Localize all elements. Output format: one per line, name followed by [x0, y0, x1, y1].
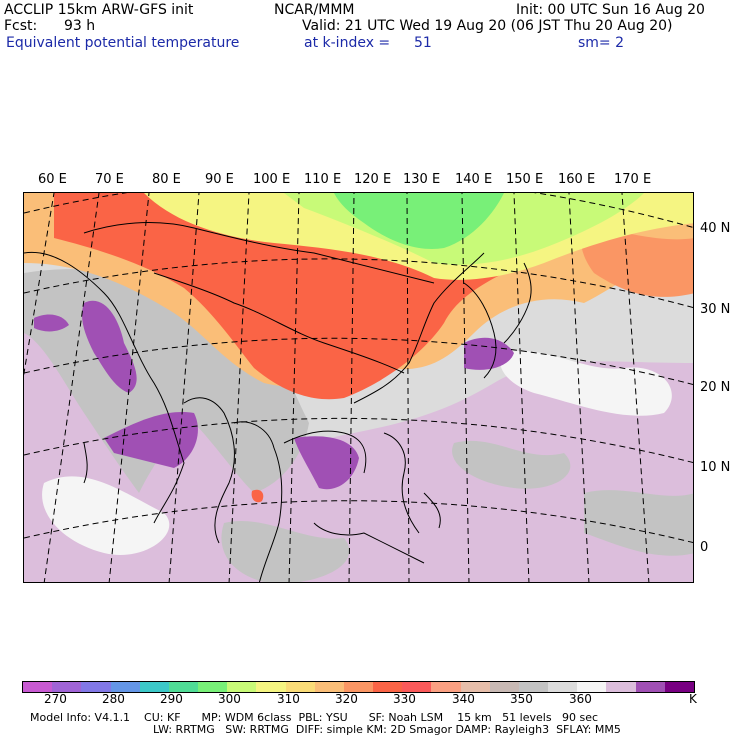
lon-label: 170 E — [614, 172, 652, 187]
forecast-label: Fcst: — [4, 18, 38, 34]
red-dot-cambodia — [251, 489, 264, 503]
colorbar-unit: K — [689, 692, 697, 706]
level-value: 51 — [414, 35, 432, 51]
lon-label: 60 E — [38, 172, 67, 187]
colorbar-swatch — [548, 682, 578, 692]
model-info-line1: Model Info: V4.1.1 CU: KF MP: WDM 6class… — [30, 711, 599, 724]
colorbar-tick: 340 — [452, 692, 475, 706]
lon-label: 130 E — [403, 172, 441, 187]
valid-time: Valid: 21 UTC Wed 19 Aug 20 (06 JST Thu … — [302, 18, 673, 34]
colorbar — [22, 681, 695, 693]
colorbar-swatch — [81, 682, 111, 692]
colorbar-swatch — [110, 682, 140, 692]
colorbar-swatch — [198, 682, 228, 692]
colorbar-tick: 300 — [218, 692, 241, 706]
colorbar-swatch — [343, 682, 374, 692]
colorbar-swatch — [168, 682, 199, 692]
gray-patch — [584, 490, 693, 556]
lat-label: 20 N — [700, 380, 731, 395]
colorbar-swatch — [23, 682, 53, 692]
model-info-line2: LW: RRTMG SW: RRTMG DIFF: simple KM: 2D … — [153, 723, 621, 736]
colorbar-tick: 280 — [102, 692, 125, 706]
colorbar-swatch — [635, 682, 665, 692]
model-title: ACCLIP 15km ARW-GFS init — [4, 2, 194, 18]
graticule-parallels — [24, 193, 693, 544]
colorbar-tick: 310 — [277, 692, 300, 706]
purple-patch-arabian-sea — [34, 314, 69, 332]
light-gray-patch — [500, 350, 672, 416]
theta-e-map — [23, 192, 694, 583]
colorbar-swatch — [402, 682, 432, 692]
colorbar-swatch — [606, 682, 636, 692]
colorbar-swatch — [256, 682, 286, 692]
warm-salmon-region — [581, 223, 693, 297]
colorbar-swatch — [431, 682, 461, 692]
colorbar-swatch — [285, 682, 315, 692]
colorbar-swatch — [373, 682, 403, 692]
purple-patch-bay-of-bengal — [104, 412, 198, 468]
map-canvas — [24, 193, 693, 582]
cool-green-region — [334, 193, 504, 249]
colorbar-tick: 360 — [569, 692, 592, 706]
light-gray-patch — [42, 476, 170, 555]
colorbar-tick: 270 — [44, 692, 67, 706]
lon-label: 90 E — [205, 172, 234, 187]
smoothing-label: sm= 2 — [578, 35, 625, 51]
coastlines — [24, 222, 532, 582]
colorbar-swatch — [52, 682, 82, 692]
lon-label: 160 E — [558, 172, 596, 187]
lat-label: 10 N — [700, 460, 731, 475]
lon-label: 100 E — [253, 172, 291, 187]
colorbar-swatch — [577, 682, 607, 692]
level-label: at k-index = — [304, 35, 391, 51]
colorbar-tick: 350 — [510, 692, 533, 706]
purple-patch-north-india — [82, 300, 137, 393]
colorbar-swatch — [489, 682, 519, 692]
colorbar-swatch — [664, 682, 694, 692]
colorbar-tick: 330 — [393, 692, 416, 706]
lon-label: 70 E — [95, 172, 124, 187]
lat-label: 0 — [700, 540, 709, 555]
lon-label: 140 E — [455, 172, 493, 187]
colorbar-tick: 320 — [335, 692, 358, 706]
purple-patch-indochina — [294, 436, 359, 490]
center-label: NCAR/MMM — [274, 2, 355, 18]
lon-label: 80 E — [152, 172, 181, 187]
colorbar-tick: 290 — [160, 692, 183, 706]
lat-label: 40 N — [700, 221, 731, 236]
init-time: Init: 00 UTC Sun 16 Aug 20 — [516, 2, 705, 18]
gray-patch — [221, 520, 350, 582]
field-name: Equivalent potential temperature — [6, 35, 240, 51]
colorbar-swatch — [314, 682, 344, 692]
gray-patch — [452, 440, 571, 489]
graticule-meridians — [24, 193, 650, 582]
colorbar-swatch — [460, 682, 490, 692]
colorbar-swatch — [139, 682, 169, 692]
lon-label: 110 E — [304, 172, 342, 187]
lon-label: 120 E — [354, 172, 392, 187]
lat-label: 30 N — [700, 302, 731, 317]
forecast-hour: 93 h — [64, 18, 96, 34]
colorbar-swatch — [227, 682, 257, 692]
lon-label: 150 E — [506, 172, 544, 187]
colorbar-swatch — [518, 682, 549, 692]
